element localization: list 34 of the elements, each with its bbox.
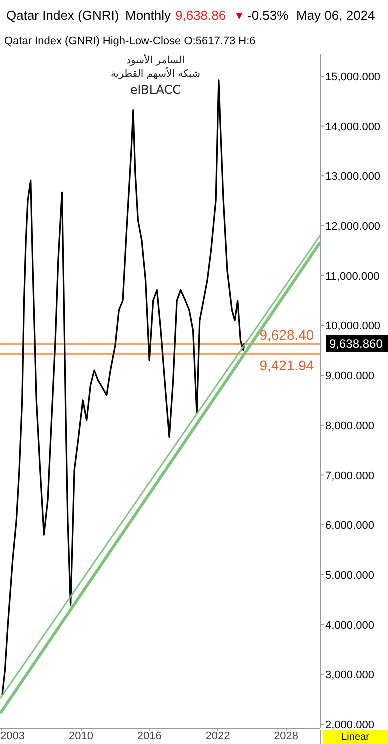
text: 9,638.86 xyxy=(176,8,226,23)
x-tick-label: 2016 xyxy=(137,730,162,742)
annotation: elBLACC xyxy=(130,83,182,98)
y-tick-label: 10,000.000 xyxy=(326,320,381,333)
y-tick-label: 4,000.000 xyxy=(326,620,374,632)
text: Qatar Index (GNRI) High-Low-Close O:5617.73 H:6 xyxy=(4,36,256,48)
text: 9,638.860 xyxy=(330,337,384,352)
text: -0.53% xyxy=(248,8,290,23)
chart-subtitle: Monthly xyxy=(126,8,172,23)
annotation: السامر الأسود xyxy=(126,54,185,67)
y-tick-label: 13,000.000 xyxy=(326,171,381,184)
y-tick-label: 5,000.000 xyxy=(326,570,374,582)
y-tick-label: 9,000.000 xyxy=(326,370,374,383)
y-tick-label: 11,000.000 xyxy=(326,270,380,283)
text: ▼ xyxy=(234,10,245,22)
line-series xyxy=(2,80,246,696)
chart-title: Qatar Index (GNRI) xyxy=(6,8,120,23)
text: May 06, 2024 xyxy=(296,8,376,23)
x-tick-label: 2010 xyxy=(69,730,94,742)
y-tick-label: 12,000.000 xyxy=(326,220,381,233)
text: Linear xyxy=(342,732,370,743)
x-tick-label: 2003 xyxy=(0,730,25,742)
y-tick-label: 3,000.000 xyxy=(326,670,374,682)
y-tick-label: 2,000.000 xyxy=(326,720,374,732)
y-tick-label: 7,000.000 xyxy=(326,470,374,482)
y-tick-label: 15,000.000 xyxy=(326,71,381,84)
x-tick-label: 2022 xyxy=(206,730,230,742)
y-tick-label: 14,000.000 xyxy=(326,121,381,134)
y-tick-label: 6,000.000 xyxy=(326,520,374,532)
ref-line-label: 9,421.94 xyxy=(260,358,314,374)
y-tick-label: 8,000.000 xyxy=(326,420,374,432)
ref-line-label: 9,628.40 xyxy=(260,327,314,344)
annotation: شبكة الأسهم القطرية xyxy=(110,67,200,80)
x-tick-label: 2028 xyxy=(274,730,299,742)
